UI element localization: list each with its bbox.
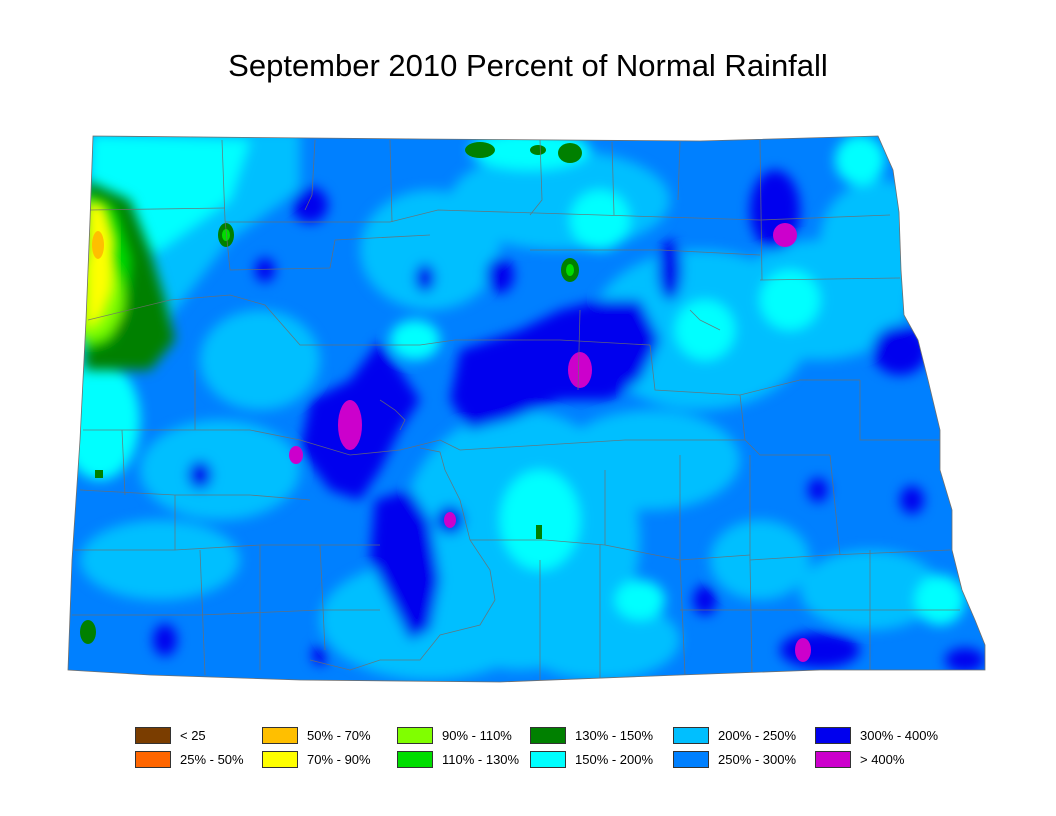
legend-label: 25% - 50% xyxy=(180,751,244,767)
legend-item: 70% - 90% xyxy=(262,750,371,768)
legend-swatch xyxy=(815,726,851,744)
legend-item: > 400% xyxy=(815,750,904,768)
legend-label: 90% - 110% xyxy=(442,727,512,743)
legend-item: 90% - 110% xyxy=(397,726,512,744)
legend-item: 110% - 130% xyxy=(397,750,519,768)
legend-label: 130% - 150% xyxy=(575,727,654,743)
legend-item: 130% - 150% xyxy=(530,726,653,744)
legend-item: 200% - 250% xyxy=(673,726,796,744)
state-outline xyxy=(67,135,986,683)
legend-label: < 25 xyxy=(180,727,206,743)
legend-swatch xyxy=(673,750,709,768)
legend-swatch xyxy=(530,750,566,768)
legend-swatch xyxy=(135,750,171,768)
legend-swatch xyxy=(673,726,709,744)
legend-swatch xyxy=(135,726,171,744)
legend-label: > 400% xyxy=(860,751,905,767)
legend-label: 70% - 90% xyxy=(307,751,371,767)
legend-item: < 25 xyxy=(135,726,206,744)
legend-item: 150% - 200% xyxy=(530,750,653,768)
legend-item: 250% - 300% xyxy=(673,750,796,768)
legend-label: 200% - 250% xyxy=(718,727,797,743)
legend-item: 50% - 70% xyxy=(262,726,371,744)
legend: < 25 25% - 50% 50% - 70% 70% - 90% 90% - 110… xyxy=(135,726,965,776)
county-boundaries xyxy=(72,139,960,680)
legend-swatch xyxy=(397,750,433,768)
legend-label: 50% - 70% xyxy=(307,727,371,743)
legend-label: 110% - 130% xyxy=(442,751,520,767)
legend-item: 300% - 400% xyxy=(815,726,938,744)
legend-label: 300% - 400% xyxy=(860,727,939,743)
legend-swatch xyxy=(262,726,298,744)
legend-label: 250% - 300% xyxy=(718,751,797,767)
legend-swatch xyxy=(397,726,433,744)
legend-label: 150% - 200% xyxy=(575,751,654,767)
map-title: September 2010 Percent of Normal Rainfal… xyxy=(228,48,828,83)
legend-swatch xyxy=(530,726,566,744)
legend-swatch xyxy=(815,750,851,768)
rainfall-contours xyxy=(68,136,985,682)
legend-item: 25% - 50% xyxy=(135,750,244,768)
legend-swatch xyxy=(262,750,298,768)
